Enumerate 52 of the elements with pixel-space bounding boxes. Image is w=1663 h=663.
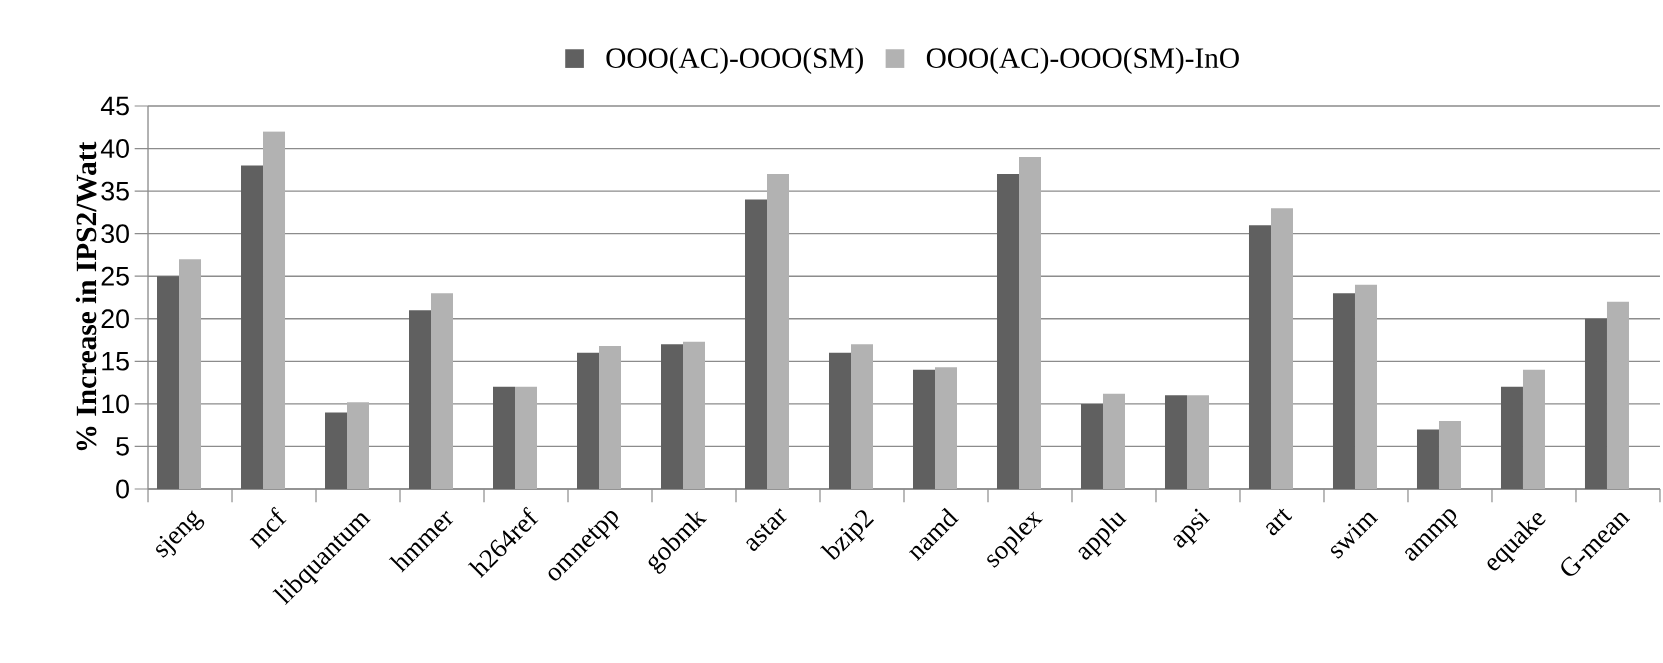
y-axis-title: % Increase in IPS2/Watt [75, 141, 97, 451]
legend-label: OOO(AC)-OOO(SM) [606, 47, 863, 75]
bar [996, 174, 1019, 489]
y-tick-label: 10 [102, 394, 129, 414]
bar [1080, 403, 1103, 489]
legend-label: OOO(AC)-OOO(SM)-InO [926, 47, 1239, 75]
bar [493, 386, 515, 489]
bar [745, 199, 767, 489]
y-tick-label: 15 [102, 352, 129, 371]
bar [1186, 395, 1209, 489]
bar [409, 310, 432, 489]
bar [515, 386, 538, 489]
bar [661, 344, 683, 489]
bar [1164, 395, 1187, 489]
x-tick-label: astar [746, 508, 787, 551]
bar [1500, 386, 1523, 489]
bar [1416, 429, 1439, 489]
bar [851, 344, 873, 489]
bar [1438, 420, 1461, 489]
y-tick-label: 5 [116, 437, 129, 456]
bar [431, 293, 454, 489]
x-tick-label: art [1265, 508, 1293, 536]
y-tick-label: 25 [101, 266, 129, 286]
y-tick-label: 20 [101, 309, 129, 329]
y-tick-label: 40 [100, 139, 129, 158]
bar [241, 165, 264, 489]
bar [157, 276, 180, 489]
bar [829, 352, 851, 489]
bar [1522, 369, 1545, 489]
bar [179, 259, 202, 489]
bar [1248, 225, 1271, 489]
bar [347, 402, 370, 489]
y-tick-label: 45 [100, 96, 129, 116]
bar [263, 131, 286, 489]
bar [1270, 208, 1293, 489]
bar [1584, 318, 1607, 489]
y-tick-label: 30 [101, 224, 129, 244]
y-tick-label: 0 [116, 479, 129, 499]
bar [1102, 393, 1125, 489]
bar [1606, 301, 1629, 489]
bar [325, 412, 348, 489]
bar [1332, 293, 1355, 489]
bar [767, 174, 789, 489]
y-tick-label: 35 [101, 181, 129, 201]
bar [913, 369, 935, 489]
bar [1354, 284, 1377, 489]
bar [683, 341, 705, 489]
bar [935, 367, 957, 489]
bar [599, 346, 621, 489]
bar [577, 352, 599, 489]
x-tick-label: apsi [1173, 508, 1211, 548]
bar [1019, 157, 1041, 489]
